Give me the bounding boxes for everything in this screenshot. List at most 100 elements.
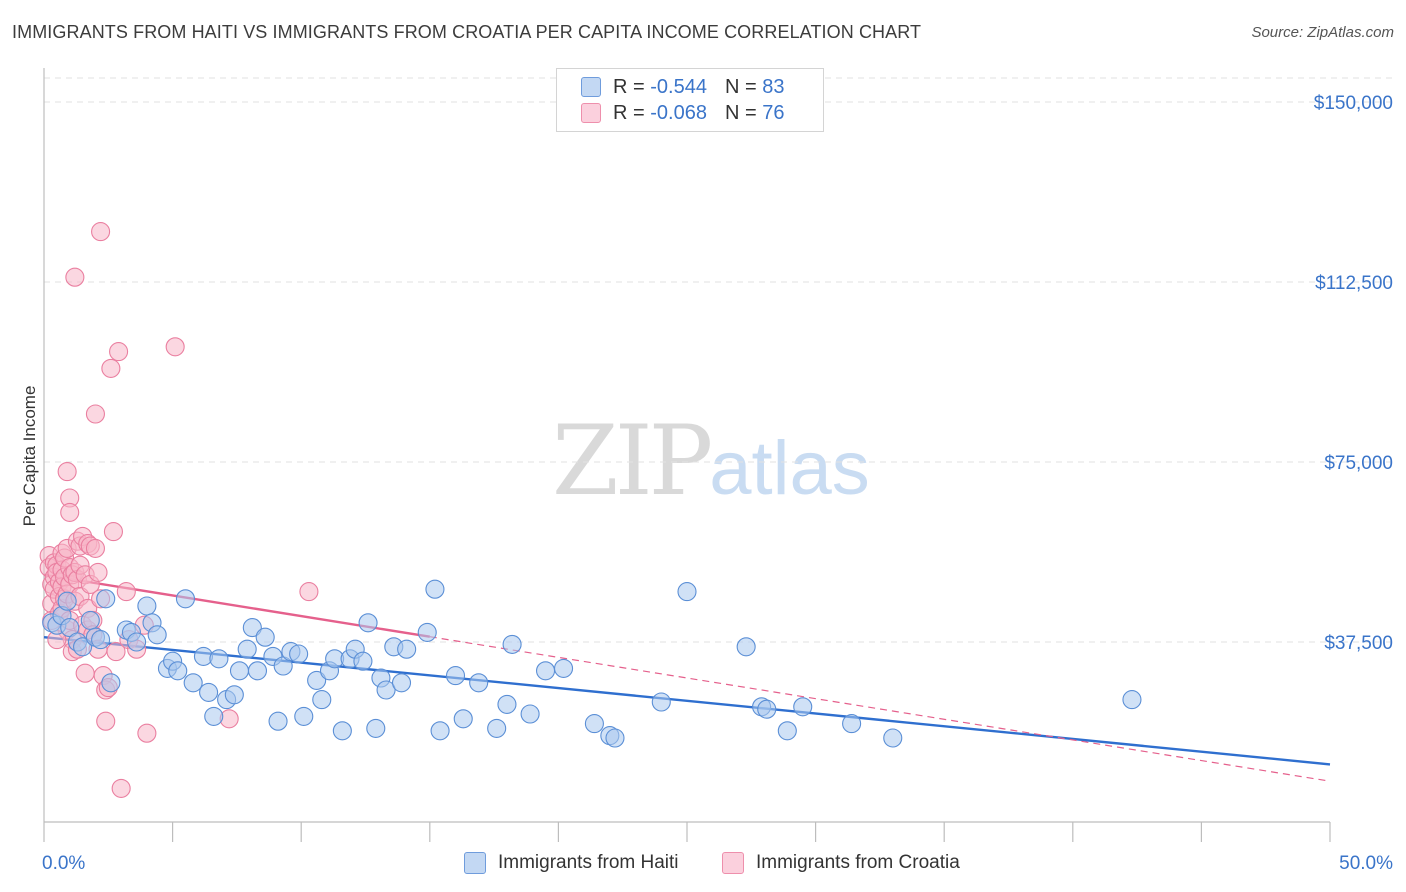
- zipatlas-watermark: ZIPatlas: [552, 405, 870, 517]
- haiti-r-value: -0.544: [650, 75, 707, 98]
- haiti-point: [793, 697, 813, 717]
- haiti-point: [209, 649, 229, 669]
- haiti-point: [73, 637, 93, 657]
- haiti-point: [101, 673, 121, 693]
- croatia-legend-label: Immigrants from Croatia: [756, 852, 960, 873]
- haiti-point: [842, 714, 862, 734]
- y-tick-label: $37,500: [1324, 633, 1393, 654]
- croatia-point: [103, 522, 123, 542]
- haiti-point: [168, 661, 188, 681]
- x-tick-label-max: 50.0%: [1339, 853, 1393, 874]
- legend-item-croatia: Immigrants from Croatia: [722, 852, 960, 874]
- haiti-point: [487, 718, 507, 738]
- haiti-point: [96, 589, 116, 609]
- haiti-point: [736, 637, 756, 657]
- croatia-point: [299, 582, 319, 602]
- legend-row-haiti: R = -0.544 N = 83: [581, 75, 784, 99]
- haiti-point: [430, 721, 450, 741]
- haiti-point: [883, 728, 903, 748]
- croatia-point: [85, 538, 105, 558]
- haiti-point: [535, 661, 556, 681]
- haiti-point: [57, 591, 77, 611]
- croatia-point: [137, 723, 157, 743]
- legend-item-haiti: Immigrants from Haiti: [464, 852, 679, 874]
- haiti-point: [183, 673, 203, 693]
- haiti-point: [358, 613, 378, 633]
- haiti-point: [391, 673, 412, 693]
- y-axis-label: Per Capita Income: [20, 386, 39, 527]
- croatia-point: [109, 342, 129, 362]
- haiti-point: [469, 673, 489, 693]
- croatia-point: [116, 582, 136, 602]
- y-tick-label: $75,000: [1324, 453, 1393, 474]
- croatia-r-label: R =: [613, 101, 645, 124]
- croatia-point: [60, 502, 80, 522]
- haiti-point: [453, 709, 473, 729]
- haiti-point: [497, 694, 517, 714]
- croatia-point: [65, 267, 85, 287]
- haiti-point: [312, 690, 332, 710]
- x-tick-label-min: 0.0%: [42, 853, 85, 874]
- haiti-point: [255, 627, 275, 647]
- haiti-point: [268, 711, 288, 731]
- haiti-swatch: [581, 77, 601, 97]
- haiti-point: [417, 622, 437, 642]
- haiti-point: [353, 651, 373, 671]
- axes: [43, 68, 1331, 842]
- grid-lines: [44, 77, 1395, 643]
- correlation-legend: R = -0.544 N = 83 R = -0.068 N = 76: [556, 68, 824, 132]
- haiti-point: [307, 670, 327, 690]
- haiti-point: [397, 639, 417, 659]
- croatia-point: [88, 562, 108, 582]
- haiti-point: [677, 582, 697, 602]
- haiti-point: [757, 699, 777, 719]
- haiti-point: [175, 589, 196, 609]
- haiti-r-label: R =: [613, 75, 645, 98]
- haiti-point: [445, 666, 466, 686]
- croatia-point: [91, 222, 111, 242]
- series-legend: Immigrants from Haiti Immigrants from Cr…: [0, 852, 1406, 876]
- source-credit: Source: ZipAtlas.com: [1251, 24, 1394, 41]
- legend-row-croatia: R = -0.068 N = 76: [581, 101, 784, 125]
- tick-labels: $37,500 $75,000 $112,500 $150,000 0.0% 50.0%: [42, 93, 1393, 874]
- haiti-point: [366, 718, 386, 738]
- y-tick-label: $150,000: [1314, 93, 1393, 114]
- haiti-trend-line: [43, 636, 1331, 766]
- haiti-point: [332, 721, 352, 741]
- haiti-point: [777, 721, 797, 741]
- haiti-point: [502, 634, 522, 654]
- haiti-point: [553, 658, 574, 678]
- croatia-legend-swatch: [722, 852, 744, 874]
- haiti-point: [289, 644, 309, 664]
- croatia-point: [96, 711, 116, 731]
- haiti-point: [127, 632, 147, 652]
- haiti-point: [425, 579, 445, 599]
- haiti-point: [224, 685, 244, 705]
- haiti-n-label: N =: [724, 75, 757, 98]
- haiti-point: [229, 661, 250, 681]
- watermark-zip: ZIP: [552, 405, 713, 517]
- croatia-points: [39, 222, 319, 798]
- croatia-point: [57, 462, 77, 482]
- croatia-point: [165, 337, 185, 357]
- croatia-point: [106, 642, 126, 662]
- croatia-swatch: [581, 103, 601, 123]
- croatia-r-value: -0.068: [650, 101, 707, 124]
- haiti-point: [237, 639, 257, 659]
- haiti-point: [204, 706, 224, 726]
- croatia-point: [101, 358, 121, 378]
- haiti-point: [520, 704, 540, 724]
- haiti-point: [294, 706, 314, 726]
- haiti-point: [247, 661, 268, 681]
- haiti-point: [605, 728, 625, 748]
- watermark-atlas: atlas: [709, 426, 870, 511]
- haiti-point: [651, 692, 671, 712]
- haiti-point: [199, 682, 219, 702]
- haiti-point: [137, 596, 157, 616]
- haiti-point: [91, 630, 111, 650]
- croatia-point: [85, 404, 105, 424]
- haiti-legend-swatch: [464, 852, 486, 874]
- haiti-point: [584, 714, 604, 734]
- haiti-n-value: 83: [762, 75, 785, 98]
